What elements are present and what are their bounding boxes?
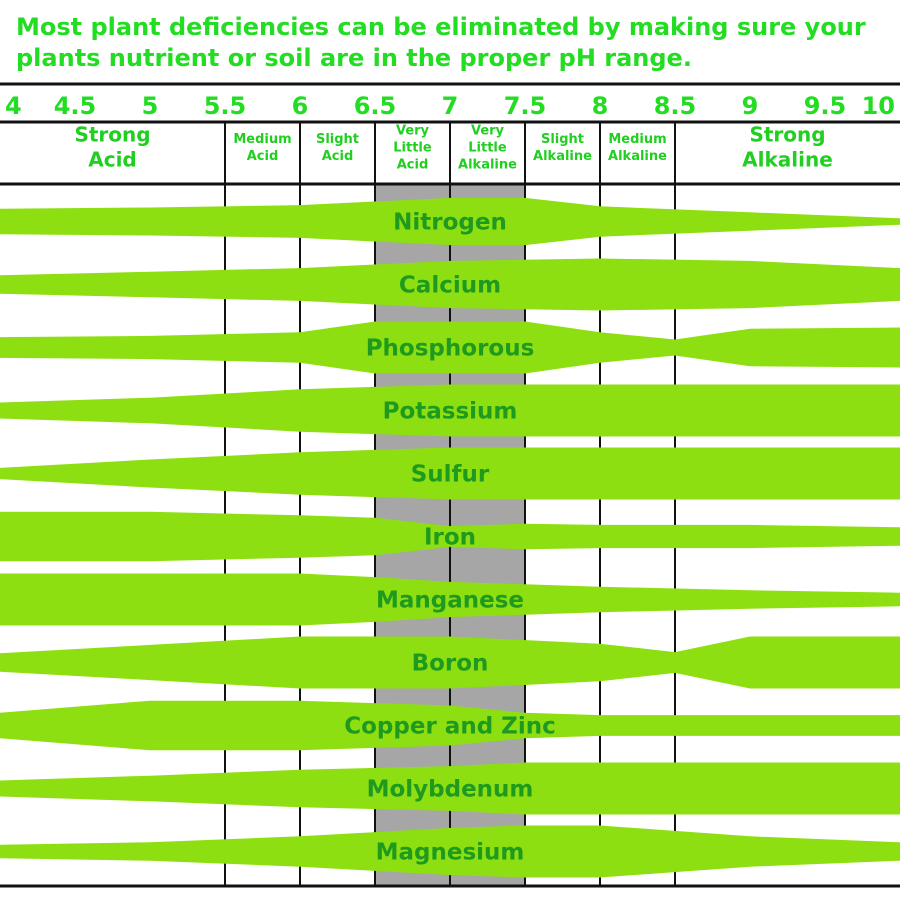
zone-label-line: Alkaline [742, 148, 833, 172]
zone-label-line: Alkaline [458, 158, 517, 173]
zone-label-line: Alkaline [533, 149, 592, 164]
nutrient-band-manganese [0, 573, 900, 626]
nutrient-band-phosphorous [0, 321, 900, 374]
zone-label-line: Very [396, 124, 430, 139]
nutrient-label: Potassium [383, 399, 518, 425]
nutrient-band-iron [0, 511, 900, 562]
nutrient-band-calcium [0, 258, 900, 311]
zone-label: Slight Acid [316, 132, 359, 164]
ph-tick-label: 8 [592, 92, 609, 120]
zone-label-line: Strong [749, 123, 825, 147]
nutrient-band-nitrogen [0, 197, 900, 246]
nutrient-label: Manganese [376, 588, 524, 614]
ph-tick-label: 9.5 [804, 92, 847, 120]
ph-tick-label: 6 [292, 92, 309, 120]
zone-label-line: Slight [541, 132, 584, 147]
nutrient-label: Calcium [399, 273, 501, 299]
nutrient-band-molybdenum [0, 762, 900, 815]
zone-label: Very Little Acid [393, 124, 432, 173]
zone-label-line: Little [468, 141, 507, 156]
nutrient-label: Copper and Zinc [344, 714, 556, 740]
chart-title: Most plant deficiencies can be eliminate… [16, 12, 896, 74]
zone-label-line: Acid [88, 148, 137, 172]
nutrient-label: Boron [412, 651, 489, 677]
zone-label-line: Medium [233, 132, 291, 147]
zone-label: Slight Alkaline [533, 132, 592, 164]
nutrient-band-magnesium [0, 825, 900, 878]
zone-label-line: Little [393, 141, 432, 156]
ph-tick-label: 7 [442, 92, 459, 120]
zone-label-line: Medium [608, 132, 666, 147]
zone-label: Medium Alkaline [608, 132, 667, 164]
zone-label: Medium Acid [233, 132, 291, 164]
nutrient-label: Iron [424, 525, 476, 551]
ph-tick-label: 5 [142, 92, 159, 120]
nutrient-label: Phosphorous [366, 336, 535, 362]
zone-label-line: Acid [397, 158, 429, 173]
ph-tick-label: 8.5 [654, 92, 697, 120]
zone-label: Very Little Alkaline [458, 124, 517, 173]
ph-tick-label: 4 [5, 92, 22, 120]
zone-label-line: Slight [316, 132, 359, 147]
nutrient-band-potassium [0, 384, 900, 437]
nutrient-band-copper-and-zinc [0, 700, 900, 751]
nutrient-band-boron [0, 636, 900, 689]
zone-label-line: Very [471, 124, 505, 139]
ph-tick-label: 4.5 [54, 92, 97, 120]
zone-label-line: Alkaline [608, 149, 667, 164]
zone-label-line: Acid [322, 149, 354, 164]
ph-tick-label: 9 [742, 92, 759, 120]
nutrient-label: Molybdenum [367, 777, 534, 803]
nutrient-label: Nitrogen [393, 210, 507, 236]
zone-label-line: Acid [247, 149, 279, 164]
zone-label: Strong Acid [74, 123, 150, 172]
title-line: plants nutrient or soil are in the prope… [16, 44, 692, 72]
ph-tick-label: 10 [862, 92, 895, 120]
ph-tick-label: 5.5 [204, 92, 247, 120]
ph-tick-label: 6.5 [354, 92, 397, 120]
nutrient-band-sulfur [0, 447, 900, 500]
ph-tick-label: 7.5 [504, 92, 547, 120]
nutrient-label: Sulfur [411, 462, 490, 488]
nutrient-label: Magnesium [376, 840, 525, 866]
title-line: Most plant deficiencies can be eliminate… [16, 13, 866, 41]
zone-label-line: Strong [74, 123, 150, 147]
zone-label: Strong Alkaline [742, 123, 833, 172]
